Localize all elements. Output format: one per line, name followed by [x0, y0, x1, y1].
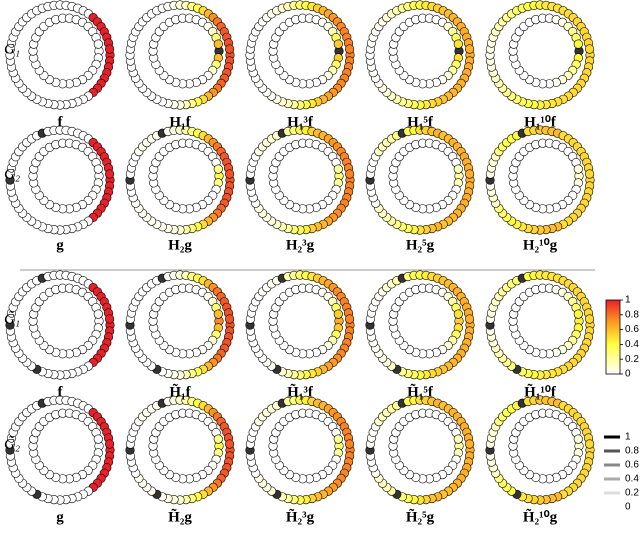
graph-node: [345, 439, 355, 449]
graph-panel: [245, 270, 355, 380]
panel-label: H̃₂¹⁰g: [523, 508, 558, 525]
panel-label: g: [56, 509, 64, 525]
graph-node: [104, 44, 115, 54]
graph-panel: [245, 395, 355, 505]
panel-label: H̃₁³f: [287, 383, 314, 400]
graph-node: [453, 164, 463, 174]
panel-label: H₁³f: [287, 114, 314, 130]
graph-panel: [365, 395, 475, 505]
graph-node: [345, 44, 355, 54]
graph-node: [93, 164, 103, 174]
graph-node: [345, 169, 355, 179]
graph-panel: [125, 125, 235, 235]
colorbar-tick-label: 0.6: [625, 324, 639, 335]
graph-node: [104, 169, 115, 179]
graph-node: [213, 164, 223, 174]
graph-node: [465, 439, 475, 449]
grayscale-tick-label: 1: [625, 432, 631, 443]
panel-label: H̃₂⁵g: [406, 508, 435, 525]
graph-node: [333, 434, 343, 444]
graph-node: [465, 169, 475, 179]
graph-node: [584, 44, 595, 54]
graph-node: [213, 309, 223, 319]
colorbar-tick-label: 0.4: [625, 339, 639, 350]
graph-panel: [245, 125, 355, 235]
graph-node: [333, 309, 343, 319]
panel-label: H̃₂g: [168, 508, 192, 525]
graph-node: [225, 44, 235, 54]
panel-label: H₂⁵g: [406, 237, 435, 253]
graph-panel: [365, 270, 475, 380]
graph-node: [104, 439, 115, 449]
row-label: G̃₂: [4, 436, 20, 453]
graph-panel: [125, 395, 235, 505]
graph-panel: [485, 270, 595, 380]
graph-panel: [365, 125, 475, 235]
graph-node: [333, 39, 343, 49]
graph-node: [453, 434, 463, 444]
panel-label: H̃₁¹⁰f: [524, 383, 557, 400]
panel-label: H₁¹⁰f: [524, 114, 557, 130]
graph-panel: [485, 395, 595, 505]
panel-label: H₂³g: [286, 237, 315, 253]
graph-node: [465, 44, 475, 54]
graph-node: [573, 434, 583, 444]
graph-node: [453, 309, 463, 319]
panel-label: H₁⁵f: [407, 114, 434, 130]
graph-node: [93, 309, 103, 319]
graph-node: [584, 169, 595, 179]
row-label: G₁: [4, 41, 20, 57]
panel-label: H̃₁⁵f: [407, 383, 434, 400]
grayscale-tick-label: 0.6: [625, 460, 639, 471]
panel-label: H₂¹⁰g: [523, 237, 558, 253]
graph-node: [225, 169, 235, 179]
graph-node: [225, 314, 235, 324]
graph-node: [93, 434, 103, 444]
graph-node: [453, 39, 463, 49]
graph-panel: [5, 125, 115, 235]
colorbar-tick-label: 1: [625, 295, 631, 306]
graph-panel: [485, 0, 595, 110]
colorbar-tick-label: 0.2: [625, 354, 639, 365]
graph-panel: [485, 125, 595, 235]
graph-node: [573, 164, 583, 174]
graph-node: [573, 309, 583, 319]
graph-panel: [245, 0, 355, 110]
graph-node: [93, 39, 103, 49]
graph-node: [584, 314, 595, 324]
graph-panel: [125, 0, 235, 110]
graph-node: [573, 39, 583, 49]
grayscale-tick-label: 0.2: [625, 488, 639, 499]
grayscale-tick-label: 0.8: [625, 446, 639, 457]
graph-panel: [5, 395, 115, 505]
grayscale-tick-label: 0: [625, 502, 631, 513]
graph-node: [225, 439, 235, 449]
graph-node: [345, 314, 355, 324]
graph-panel: [5, 270, 115, 380]
colorbar-tick-label: 0: [625, 369, 631, 380]
colorbar: [605, 299, 621, 375]
panel-label: g: [56, 237, 64, 253]
panel-label: f: [58, 384, 64, 400]
panel-label: H̃₂³g: [286, 508, 315, 525]
panel-label: H₂g: [168, 237, 192, 253]
graph-panel: [5, 0, 115, 110]
graph-panel: [125, 270, 235, 380]
graph-node: [333, 164, 343, 174]
colorbar-tick-label: 0.8: [625, 309, 639, 320]
graph-node: [213, 39, 223, 49]
graph-panel: [365, 0, 475, 110]
row-label: G₂: [4, 166, 20, 182]
graph-node: [104, 314, 115, 324]
panel-label: H₁f: [169, 114, 191, 130]
panel-label: H̃₁f: [169, 383, 191, 400]
panels: [5, 0, 595, 505]
panel-label: f: [58, 114, 64, 130]
grayscale-tick-label: 0.4: [625, 474, 639, 485]
row-label: G̃₁: [4, 311, 20, 328]
graph-node: [465, 314, 475, 324]
graph-node: [584, 439, 595, 449]
graph-node: [213, 434, 223, 444]
